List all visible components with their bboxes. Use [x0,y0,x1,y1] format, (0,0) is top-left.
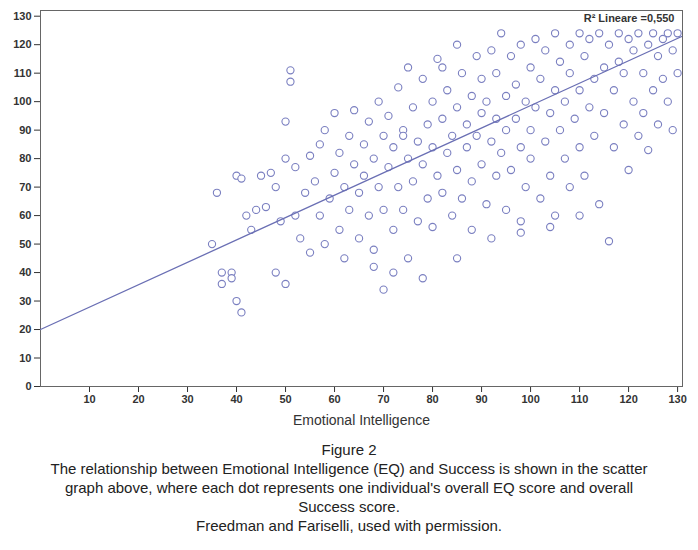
svg-text:10: 10 [19,352,31,364]
svg-text:0: 0 [25,380,31,392]
html-text:Freedman and Fariselli, used w: Freedman and Fariselli, used with permis… [196,517,502,534]
svg-text:100: 100 [521,393,539,405]
html-text:The relationship between Emoti: The relationship between Emotional Intel… [50,460,648,515]
svg-text:50: 50 [279,393,291,405]
svg-text:20: 20 [132,393,144,405]
svg-text:30: 30 [181,393,193,405]
svg-text:120: 120 [13,38,31,50]
svg-text:130: 130 [13,10,31,22]
svg-text:Emotional Intelligence: Emotional Intelligence [293,412,430,428]
svg-text:90: 90 [475,393,487,405]
svg-text:100: 100 [13,95,31,107]
svg-text:110: 110 [571,393,589,405]
svg-text:70: 70 [377,393,389,405]
svg-text:130: 130 [668,393,686,405]
svg-text:90: 90 [19,124,31,136]
svg-text:80: 80 [426,393,438,405]
html-text:Figure 2: Figure 2 [321,441,377,458]
svg-text:110: 110 [14,67,32,79]
svg-text:70: 70 [19,181,31,193]
svg-text:40: 40 [230,393,242,405]
svg-text:80: 80 [19,152,31,164]
svg-text:20: 20 [19,323,31,335]
svg-text:30: 30 [19,295,31,307]
svg-text:50: 50 [19,238,31,250]
svg-text:40: 40 [19,266,31,278]
svg-text:60: 60 [328,393,340,405]
svg-text:R² Lineare =0,550: R² Lineare =0,550 [584,12,675,24]
svg-text:120: 120 [619,393,637,405]
svg-text:60: 60 [19,209,31,221]
svg-text:10: 10 [83,393,95,405]
